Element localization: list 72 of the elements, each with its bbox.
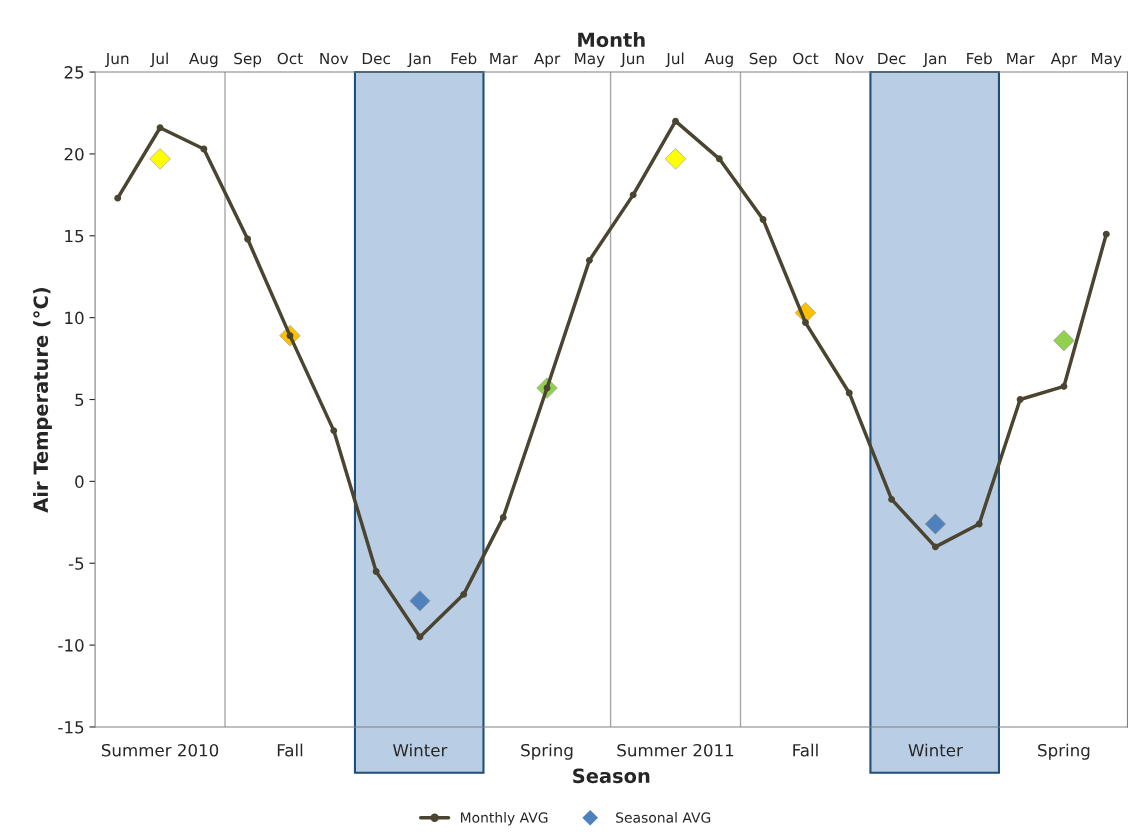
x2-tick-label: May [1091,52,1122,68]
x-tick-label: Winter [393,743,448,757]
y-tick-label: 10 [65,311,84,325]
y-axis-title: Air Temperature (°C) [33,287,52,513]
legend-label: Monthly AVG [460,812,548,826]
y-tick-label: 0 [75,475,84,488]
point [156,124,164,132]
point [845,389,853,397]
point [715,155,723,163]
x2-tick-label: Apr [533,52,561,68]
point [1060,382,1068,390]
x-tick-label: Spring [1038,743,1090,760]
point [629,191,637,199]
point [244,235,252,243]
y-tick-label: 25 [64,66,84,79]
point [931,543,939,551]
x-tick-label: Fall [793,743,818,757]
x2-tick-label: Nov [320,52,349,65]
point [372,567,380,575]
x2-tick-label: Mar [490,52,518,65]
y-tick-label: 5 [75,393,84,407]
legend-label: Seasonal AVG [616,812,711,823]
x2-tick-label: Oct [277,52,303,65]
y-tick-label: 15 [65,229,84,243]
x2-tick-label: Jun [620,52,644,68]
x2-tick-label: Dec [362,52,390,65]
y-tick-label: 20 [64,147,84,161]
point [1053,329,1075,352]
x2-tick-label: Nov [835,52,864,65]
x-tick-label: Summer 2010 [101,743,219,757]
x-axis-title: Season [573,768,650,784]
x2-tick-label: Apr [1050,52,1078,68]
x-tick-label: Fall [277,743,303,757]
point [975,520,983,528]
point [759,215,767,223]
point [1016,396,1024,403]
x2-tick-label: Aug [704,52,733,68]
x2-tick-label: Sep [749,52,777,68]
x2-tick-label: Dec [878,52,906,65]
point [149,148,171,170]
point [802,319,809,327]
x2-tick-label: Jun [104,52,129,68]
x2-tick-label: Jan [922,52,946,68]
point [664,148,687,170]
x2-tick-label: Aug [189,52,218,68]
x2-tick-label: Mar [1007,52,1035,65]
x2-tick-label: Feb [451,52,477,65]
x-tick-label: Spring [521,743,573,760]
x2-tick-label: Feb [967,52,992,65]
point [409,590,431,612]
x2-tick-label: Jul [150,52,168,68]
point [672,117,680,125]
x-tick-label: Winter [908,743,963,757]
x2-tick-label: Jul [665,52,684,68]
x2-axis-title: Month [578,32,645,48]
point [1102,230,1110,238]
x2-tick-label: Jan [407,52,431,68]
point [330,427,338,435]
x-tick-label: Summer 2011 [617,743,734,757]
x2-tick-label: Sep [234,52,262,68]
point [200,145,208,153]
point [585,256,593,264]
x2-tick-label: Oct [793,52,819,65]
y-tick-label: -15 [58,721,84,734]
y-tick-label: -5 [68,557,84,570]
y-tick-label: -10 [58,639,84,652]
point [888,495,896,503]
x2-tick-label: May [575,52,605,68]
point [924,513,947,535]
point [114,194,122,202]
point [499,513,507,521]
point [460,590,468,598]
